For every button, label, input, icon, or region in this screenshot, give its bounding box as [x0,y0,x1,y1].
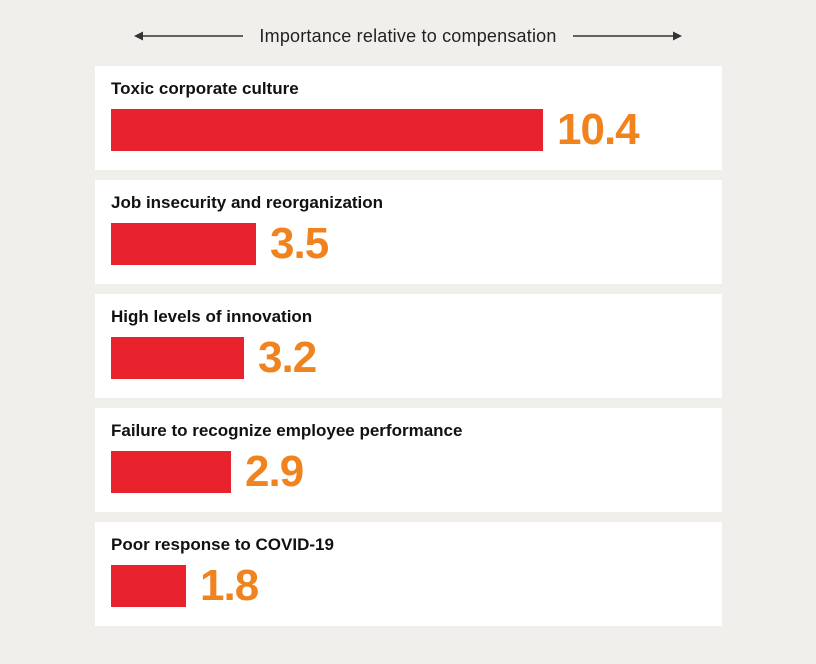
bar-label: High levels of innovation [111,307,313,326]
bar-row: 3.2 [111,336,706,380]
right-arrow-icon [572,31,682,41]
bar-card-job-insecurity: Job insecurity and reorganization 3.5 [95,180,722,284]
bar-row: 2.9 [111,450,706,494]
bar-value: 10.4 [557,105,640,155]
chart-title: Importance relative to compensation [259,25,557,46]
bar-row: 1.8 [111,564,706,608]
bar-value: 3.2 [258,333,317,383]
bar-label: Toxic corporate culture [111,79,299,98]
bar-row: 3.5 [111,222,706,266]
bar-label: Job insecurity and reorganization [111,193,384,212]
bar [111,109,543,152]
bar-card-covid-response: Poor response to COVID-19 1.8 [95,522,722,626]
bar [111,223,256,266]
bar [111,451,231,494]
bar-card-innovation: High levels of innovation 3.2 [95,294,722,398]
bar-value: 3.5 [270,219,329,269]
bar-value: 1.8 [200,561,259,611]
bar-card-recognition: Failure to recognize employee performanc… [95,408,722,512]
bar-card-toxic-culture: Toxic corporate culture 10.4 [95,66,722,170]
chart-header: Importance relative to compensation [0,0,816,50]
bar-value: 2.9 [245,447,304,497]
bar [111,337,244,380]
bar-row: 10.4 [111,108,706,152]
bar-label: Failure to recognize employee performanc… [111,421,463,440]
bar-list: Toxic corporate culture 10.4 Job insecur… [95,66,722,626]
bar-label: Poor response to COVID-19 [111,535,334,554]
left-arrow-icon [134,31,244,41]
bar [111,565,186,608]
